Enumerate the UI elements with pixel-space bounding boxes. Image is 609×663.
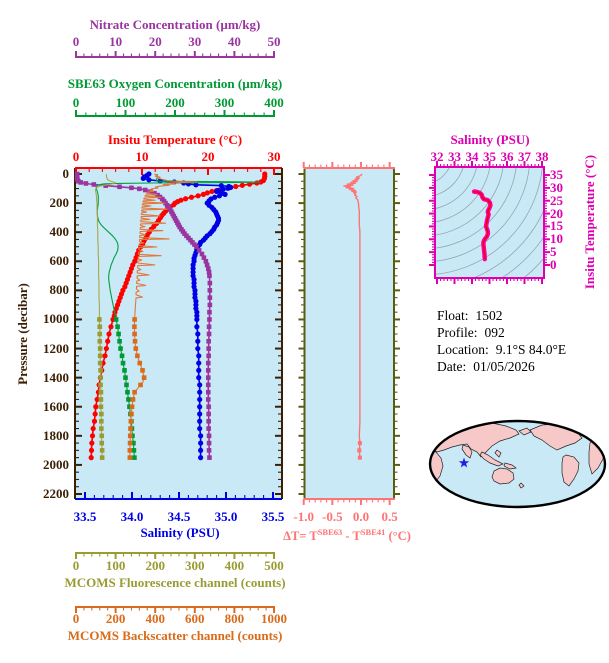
- nitrate-axis-title: Nitrate Concentration (µm/kg): [89, 17, 261, 32]
- fluorescence-tick-label: 200: [145, 558, 165, 573]
- pressure-tick-label: 400: [49, 224, 70, 240]
- oxygen-axis-title: SBE63 Oxygen Concentration (µm/kg): [67, 76, 283, 91]
- nitrate-tick-label: 20: [148, 34, 162, 49]
- fluorescence-tick-label: 400: [224, 558, 245, 573]
- ts-diagram: [429, 161, 550, 284]
- dt-title-sup1: SBE63: [317, 527, 343, 537]
- delta-t-tick-label: 0.0: [352, 509, 370, 524]
- oxygen-tick-label: 300: [214, 95, 235, 110]
- pressure-tick-label: 200: [49, 195, 70, 211]
- salinity-tick-label: 35.0: [214, 509, 238, 524]
- salinity-tick-label: 33.5: [73, 509, 97, 524]
- backscatter-tick-label: 200: [105, 611, 126, 626]
- oxygen-tick-label: 0: [72, 95, 80, 110]
- profile-row: Profile: 092: [437, 324, 566, 341]
- date-value: 01/05/2026: [473, 359, 535, 374]
- float-label: Float:: [437, 308, 469, 323]
- salinity-tick-label: 34.0: [120, 509, 144, 524]
- location-row: Location: 9.1°S 84.0°E: [437, 341, 566, 358]
- oxygen-tick-label: 100: [115, 95, 136, 110]
- nitrate-tick-label: 10: [109, 34, 123, 49]
- backscatter-tick-label: 800: [224, 611, 245, 626]
- pressure-tick-label: 1400: [43, 369, 69, 385]
- oxygen-tick-label: 200: [165, 95, 185, 110]
- date-label: Date:: [437, 359, 467, 374]
- world-map: [428, 419, 607, 509]
- pressure-tick-label: 0: [62, 166, 70, 181]
- dt-title-suffix: (°C): [385, 529, 411, 544]
- pressure-tick-label: 1000: [43, 311, 69, 327]
- ts-salinity-tick-label: 35: [483, 149, 496, 164]
- nitrate-tick-label: 40: [227, 34, 241, 49]
- location-value: 9.1°S 84.0°E: [495, 342, 567, 357]
- ts-temperature-tick-label: 10: [550, 231, 563, 247]
- ts-temperature-tick-label: 5: [550, 244, 557, 260]
- ts-salinity-tick-label: 37: [518, 149, 531, 164]
- ts-salinity-title: Salinity (PSU): [450, 132, 530, 147]
- fluorescence-axis-title: MCOMS Fluorescence channel (counts): [64, 575, 286, 590]
- backscatter-axis-title: MCOMS Backscatter channel (counts): [67, 628, 283, 643]
- profile-value: 092: [484, 325, 505, 340]
- temperature-tick-label: 10: [135, 149, 149, 164]
- fluorescence-tick-label: 100: [105, 558, 126, 573]
- ts-salinity-tick-label: 34: [465, 149, 479, 164]
- nitrate-tick-label: 30: [188, 34, 202, 49]
- backscatter-tick-label: 400: [145, 611, 165, 626]
- pressure-tick-label: 2200: [43, 486, 69, 501]
- fluorescence-tick-label: 300: [185, 558, 205, 573]
- ts-salinity-tick-label: 33: [448, 149, 461, 164]
- ts-temperature-tick-label: 20: [550, 205, 563, 221]
- temperature-tick-label: 30: [267, 149, 281, 164]
- salinity-tick-label: 35.5: [261, 509, 285, 524]
- float-location-star: [458, 457, 470, 468]
- delta-t-plot: [298, 162, 400, 505]
- salinity-tick-label: 34.5: [167, 509, 191, 524]
- pressure-tick-label: 1200: [43, 340, 69, 356]
- dt-title-sup2: SBE41: [360, 527, 386, 537]
- fluorescence-tick-label: 0: [72, 558, 80, 573]
- ts-salinity-tick-label: 36: [500, 149, 514, 164]
- ts-temperature-tick-label: 30: [550, 179, 563, 195]
- temperature-tick-label: 20: [201, 149, 215, 164]
- nitrate-tick-label: 50: [267, 34, 281, 49]
- pressure-tick-label: 1600: [43, 398, 69, 414]
- backscatter-tick-label: 600: [185, 611, 205, 626]
- ts-temperature-tick-label: 25: [550, 192, 563, 208]
- pressure-tick-label: 800: [49, 282, 70, 298]
- backscatter-tick-label: 1000: [261, 611, 287, 626]
- main-profile-plot: [74, 51, 283, 613]
- delta-t-axis-title: ΔT= TSBE63 - TSBE41 (°C): [272, 527, 422, 544]
- delta-t-tick-label: 0.5: [381, 509, 398, 524]
- ts-temperature-tick-label: 35: [550, 167, 563, 182]
- ts-salinity-tick-label: 38: [535, 149, 549, 164]
- pressure-tick-label: 1800: [43, 427, 69, 443]
- temperature-axis-title: Insitu Temperature (°C): [107, 132, 243, 147]
- backscatter-tick-label: 0: [72, 611, 80, 626]
- ts-temperature-tick-label: 15: [550, 218, 563, 234]
- dt-title-prefix: ΔT= T: [283, 529, 318, 544]
- ts-temperature-title: Insitu Temperature (°C): [582, 154, 597, 290]
- date-row: Date: 01/05/2026: [437, 358, 566, 375]
- float-id-row: Float: 1502: [437, 307, 566, 324]
- salinity-axis-title: Salinity (PSU): [140, 525, 220, 540]
- delta-t-tick-label: -1.0: [293, 509, 314, 524]
- oxygen-tick-label: 400: [264, 95, 284, 110]
- ts-temperature-tick-label: 0: [550, 257, 557, 272]
- fluorescence-tick-label: 500: [264, 558, 284, 573]
- temperature-tick-label: 0: [72, 149, 80, 164]
- float-info-block: Float: 1502 Profile: 092 Location: 9.1°S 84…: [437, 307, 566, 375]
- float-value: 1502: [475, 308, 503, 323]
- pressure-tick-label: 600: [49, 253, 70, 269]
- pressure-tick-label: 2000: [43, 456, 69, 472]
- nitrate-tick-label: 0: [72, 34, 80, 49]
- ts-salinity-tick-label: 32: [430, 149, 444, 164]
- location-label: Location:: [437, 342, 489, 357]
- dt-title-mid: - T: [342, 529, 361, 544]
- profile-label: Profile:: [437, 325, 478, 340]
- delta-t-tick-label: -0.5: [322, 509, 343, 524]
